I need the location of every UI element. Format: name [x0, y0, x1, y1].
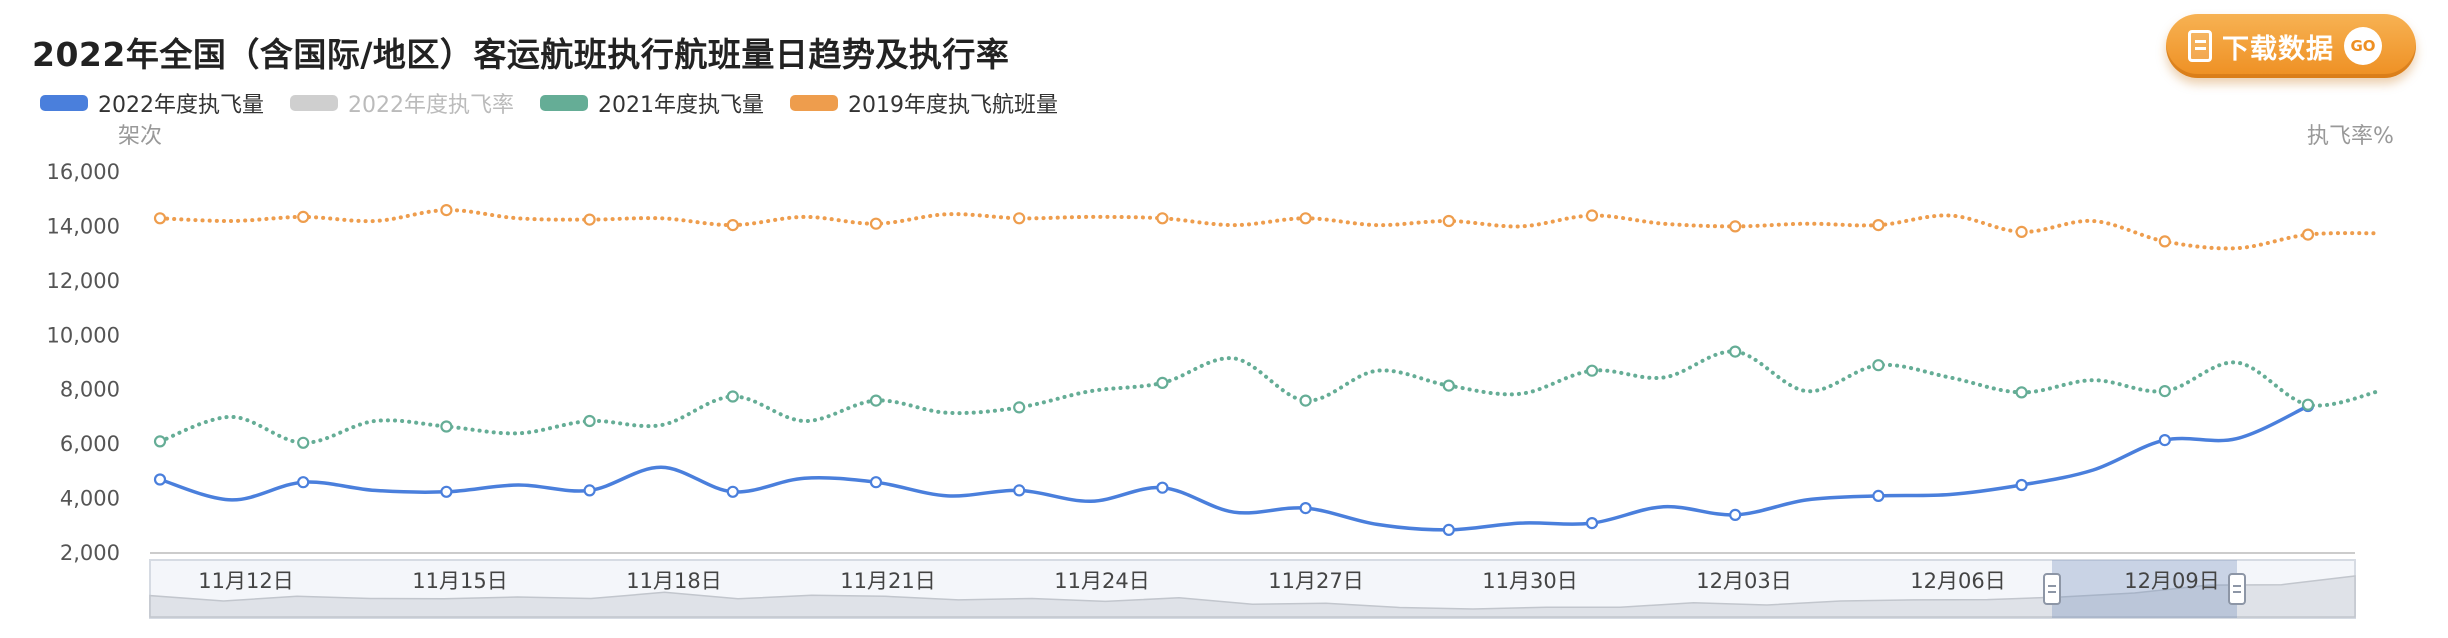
x-axis-ticks: 11月12日 11月15日 11月18日 11月21日 11月24日 11月27日 11月3… — [198, 569, 2219, 593]
x-tick-label: 11月27日 — [1268, 569, 1363, 593]
x-tick-label: 11月12日 — [198, 569, 293, 593]
data-point-2022-volume — [1729, 508, 1742, 522]
data-point-2019-volume — [1872, 219, 1885, 232]
legend: 2022年度执飞量 2022年度执飞率 2021年度执飞量 2019年度执飞航班… — [40, 88, 1084, 118]
data-point-2021-volume — [869, 394, 883, 407]
legend-label-2021-volume: 2021年度执飞量 — [598, 93, 764, 118]
x-tick-label: 12月06日 — [1910, 569, 2005, 593]
download-data-button[interactable]: 下载数据 GO — [2166, 14, 2416, 78]
y-tick-label: 12,000 — [47, 269, 120, 293]
data-point-2019-volume — [1442, 214, 1455, 228]
y-tick-label: 4,000 — [60, 487, 120, 511]
data-point-2019-volume — [1729, 220, 1742, 233]
zoom-overview-area — [149, 575, 2356, 618]
legend-label-2019-volume: 2019年度执飞航班量 — [848, 93, 1058, 118]
zoom-slider[interactable] — [149, 559, 2356, 619]
zoom-handle-right[interactable] — [2228, 573, 2246, 605]
legend-swatch-2022-volume — [40, 95, 88, 111]
y-tick-label: 2,000 — [60, 541, 120, 565]
document-icon — [2188, 30, 2212, 62]
go-badge: GO — [2344, 27, 2382, 65]
x-tick-label: 11月24日 — [1054, 569, 1149, 593]
data-point-2019-volume — [2015, 225, 2028, 238]
y-axis-left-unit: 架次 — [118, 124, 163, 149]
data-point-2022-volume — [726, 485, 739, 498]
data-point-2022-volume — [2015, 478, 2028, 492]
series-line-2019-volume — [158, 208, 2382, 251]
x-tick-label: 11月21日 — [840, 569, 935, 593]
data-point-2019-volume — [1299, 212, 1312, 225]
data-point-2019-volume — [440, 204, 453, 217]
zoom-selected-window[interactable] — [2052, 560, 2237, 618]
data-point-2019-volume — [2158, 235, 2171, 248]
data-point-2021-volume — [2301, 398, 2315, 411]
series-lines — [158, 208, 2382, 532]
data-point-2022-volume — [583, 484, 596, 497]
data-point-2019-volume — [869, 217, 883, 230]
y-axis: 2,000 4,000 6,000 8,000 10,000 12,000 14,000 16… — [47, 160, 120, 565]
data-point-2022-volume — [1585, 516, 1599, 530]
x-tick-label: 11月15日 — [412, 569, 507, 593]
y-tick-label: 16,000 — [47, 160, 120, 184]
download-data-label: 下载数据 — [2222, 33, 2334, 65]
y-axis-right-unit: 执飞率% — [2307, 124, 2394, 149]
legend-swatch-2022-rate — [290, 95, 338, 111]
data-point-2021-volume — [583, 414, 596, 428]
y-tick-label: 8,000 — [60, 378, 120, 402]
data-point-2022-volume — [869, 476, 883, 489]
data-point-2022-volume — [1013, 484, 1026, 497]
legend-item-2021-volume[interactable]: 2021年度执飞量 — [540, 87, 764, 119]
y-tick-label: 6,000 — [60, 432, 120, 456]
data-point-2021-volume — [726, 390, 739, 403]
data-point-2021-volume — [1872, 359, 1885, 372]
data-point-2019-volume — [297, 210, 310, 223]
chart-title: 2022年全国（含国际/地区）客运航班执行航班量日趋势及执行率 — [32, 35, 1010, 74]
series-line-2021-volume — [158, 349, 2382, 445]
data-point-2021-volume — [1585, 364, 1599, 377]
data-point-2021-volume — [1729, 345, 1742, 358]
data-point-2022-volume — [297, 476, 310, 489]
data-point-2019-volume — [2301, 228, 2315, 241]
legend-item-2022-volume[interactable]: 2022年度执飞量 — [40, 87, 264, 119]
legend-swatch-2019-volume — [790, 95, 838, 111]
data-point-2021-volume — [440, 420, 453, 433]
y-tick-label: 10,000 — [47, 323, 120, 347]
data-point-2019-volume — [726, 219, 739, 232]
data-point-2021-volume — [2158, 385, 2171, 398]
y-tick-label: 14,000 — [47, 214, 120, 238]
zoom-handle-left[interactable] — [2043, 573, 2061, 605]
data-point-2022-volume — [1442, 523, 1455, 537]
data-point-2021-volume — [153, 435, 167, 448]
x-tick-label: 11月30日 — [1482, 569, 1577, 593]
legend-item-2022-rate[interactable]: 2022年度执飞率 — [290, 87, 514, 119]
data-point-2019-volume — [1585, 209, 1599, 222]
series-line-2022-volume — [158, 404, 2310, 532]
data-point-2021-volume — [1299, 394, 1312, 407]
series-points — [153, 204, 2315, 537]
data-point-2022-volume — [1156, 481, 1169, 494]
data-point-2022-volume — [1299, 502, 1312, 515]
data-point-2022-volume — [2158, 434, 2171, 447]
legend-item-2019-volume[interactable]: 2019年度执飞航班量 — [790, 87, 1058, 119]
data-point-2019-volume — [1156, 212, 1169, 225]
data-point-2022-volume — [1872, 489, 1885, 502]
legend-label-2022-rate: 2022年度执飞率 — [348, 93, 514, 118]
data-point-2021-volume — [1442, 379, 1455, 392]
data-point-2019-volume — [153, 212, 167, 225]
legend-swatch-2021-volume — [540, 95, 588, 111]
data-point-2019-volume — [583, 213, 596, 226]
x-tick-label: 12月03日 — [1696, 569, 1791, 593]
x-tick-label: 12月09日 — [2124, 569, 2219, 593]
data-point-2021-volume — [2015, 386, 2028, 399]
data-point-2021-volume — [1156, 376, 1169, 389]
data-point-2022-volume — [440, 485, 453, 498]
legend-label-2022-volume: 2022年度执飞量 — [98, 93, 264, 118]
data-point-2021-volume — [297, 436, 310, 449]
data-point-2019-volume — [1013, 212, 1026, 225]
data-point-2021-volume — [1013, 401, 1026, 414]
x-tick-label: 11月18日 — [626, 569, 721, 593]
data-point-2022-volume — [153, 473, 167, 486]
